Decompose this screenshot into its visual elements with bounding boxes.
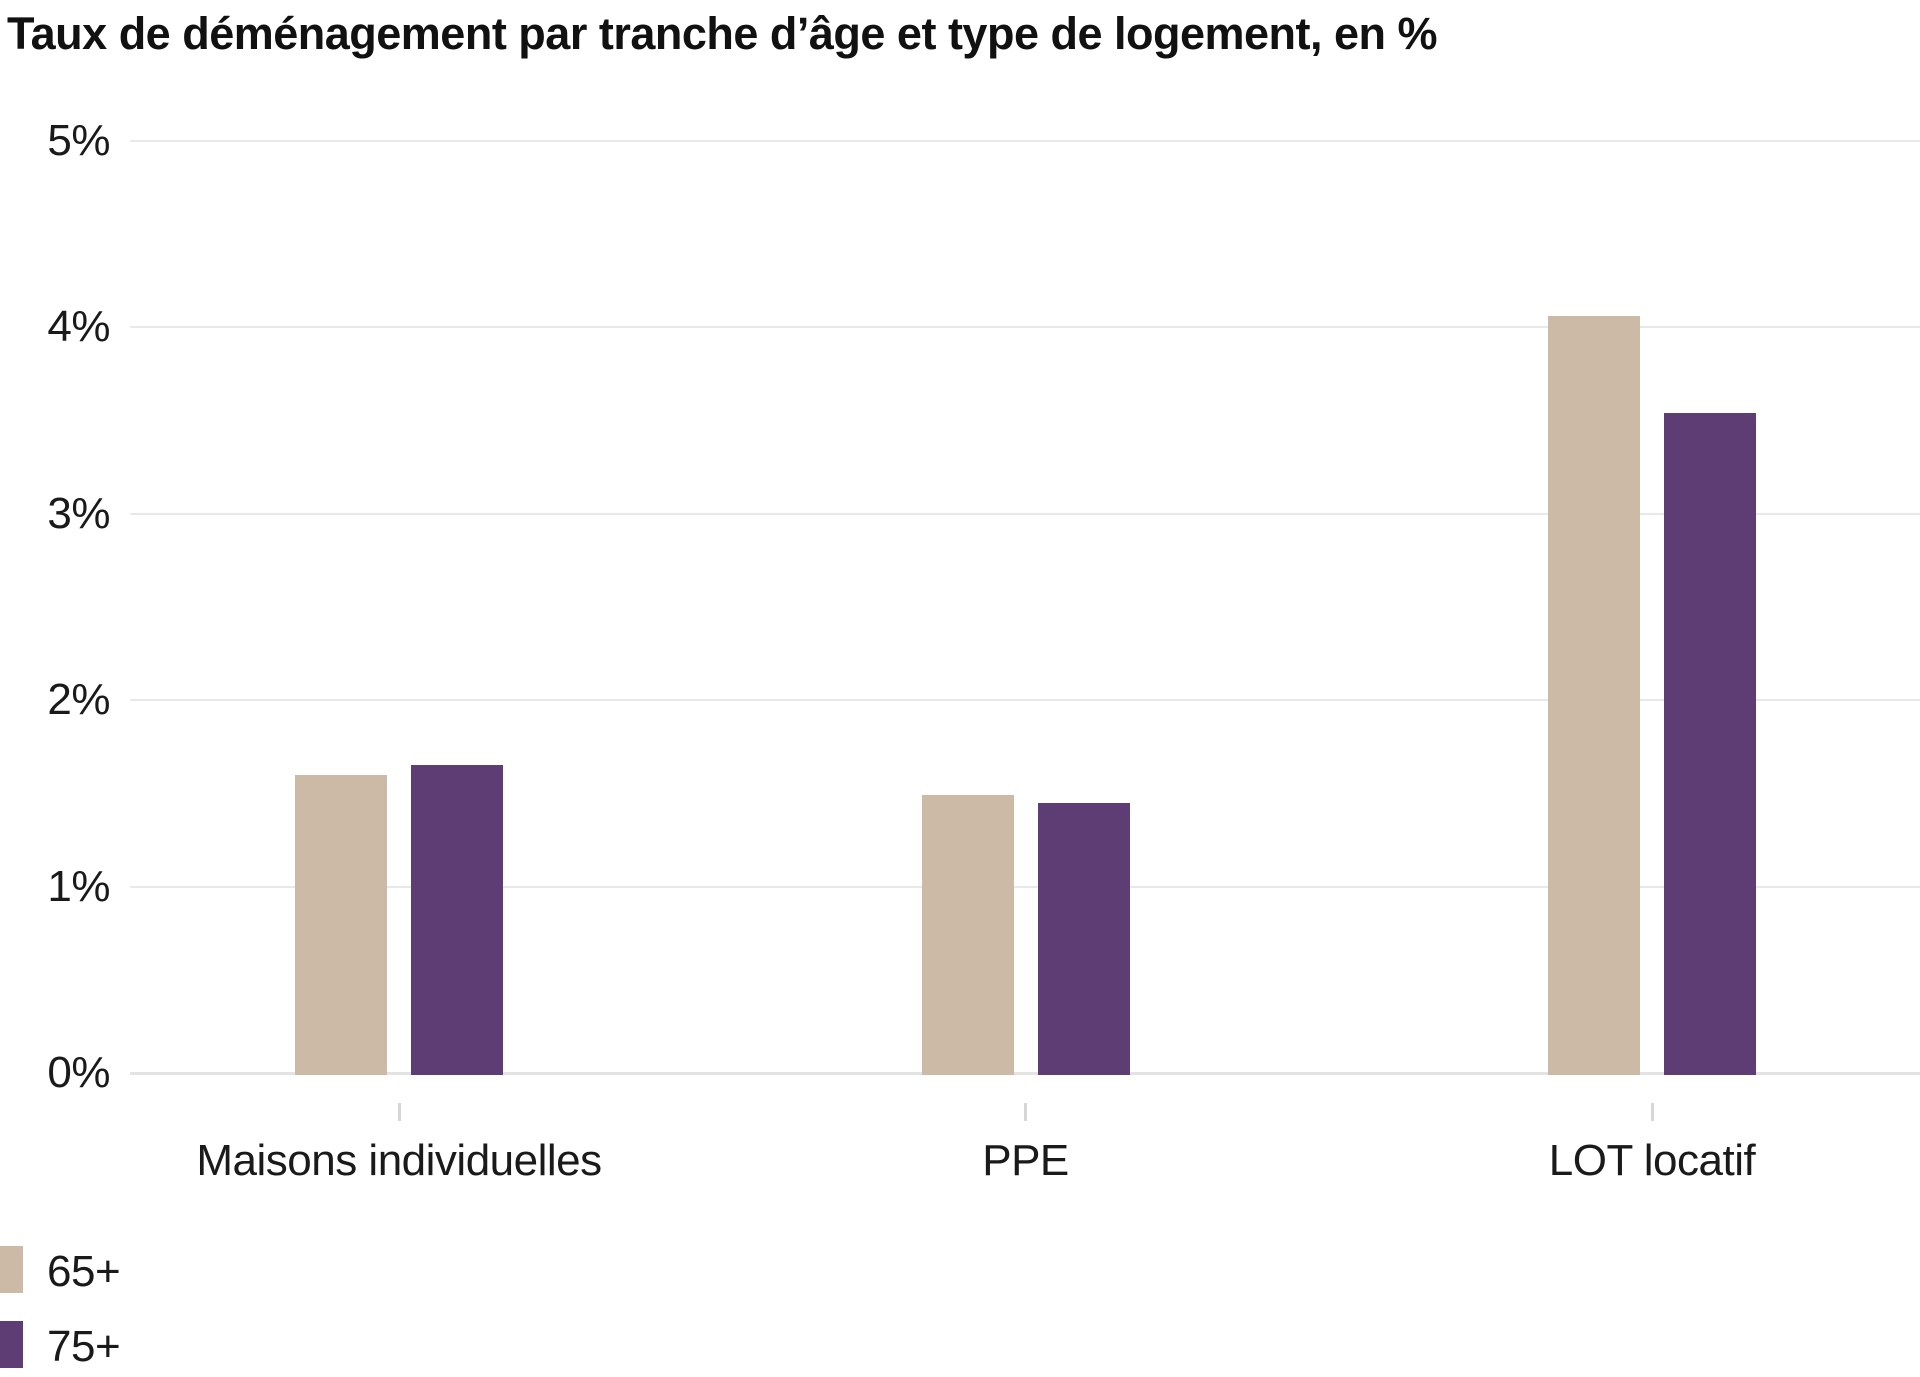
bar-65-ppe <box>921 795 1014 1075</box>
x-tick-ppe <box>1024 1103 1027 1121</box>
x-category-label-lot-locatif: LOT locatif <box>1548 1136 1756 1185</box>
y-tick-label-2: 2% <box>47 675 110 725</box>
legend-label-75: 75+ <box>47 1321 121 1371</box>
y-gridline-2 <box>130 699 1920 702</box>
y-gridline-5 <box>130 140 1920 142</box>
x-axis-line <box>130 1072 1920 1075</box>
bar-75-maisons-individuelles <box>411 765 503 1075</box>
y-tick-label-5: 5% <box>47 116 110 165</box>
bar-75-lot-locatif <box>1664 413 1756 1075</box>
chart-title: Taux de déménagement par tranche d’âge e… <box>7 8 1438 59</box>
bar-75-ppe <box>1037 802 1130 1075</box>
y-tick-label-3: 3% <box>47 488 110 538</box>
y-tick-label-0: 0% <box>47 1048 110 1097</box>
legend-swatch-65 <box>0 1246 23 1293</box>
x-category-label-ppe: PPE <box>982 1136 1069 1185</box>
x-tick-maisons-individuelles <box>397 1103 401 1121</box>
y-gridline-4 <box>130 326 1920 329</box>
y-gridline-3 <box>130 512 1920 515</box>
bar-65-lot-locatif <box>1548 316 1640 1075</box>
bar-65-maisons-individuelles <box>295 774 387 1075</box>
y-tick-label-4: 4% <box>47 302 110 352</box>
y-gridline-1 <box>130 885 1920 888</box>
x-tick-lot-locatif <box>1650 1103 1654 1121</box>
x-category-label-maisons-individuelles: Maisons individuelles <box>196 1136 602 1185</box>
legend-label-65: 65+ <box>47 1246 121 1296</box>
legend-swatch-75 <box>0 1321 23 1368</box>
y-tick-label-1: 1% <box>47 861 110 911</box>
